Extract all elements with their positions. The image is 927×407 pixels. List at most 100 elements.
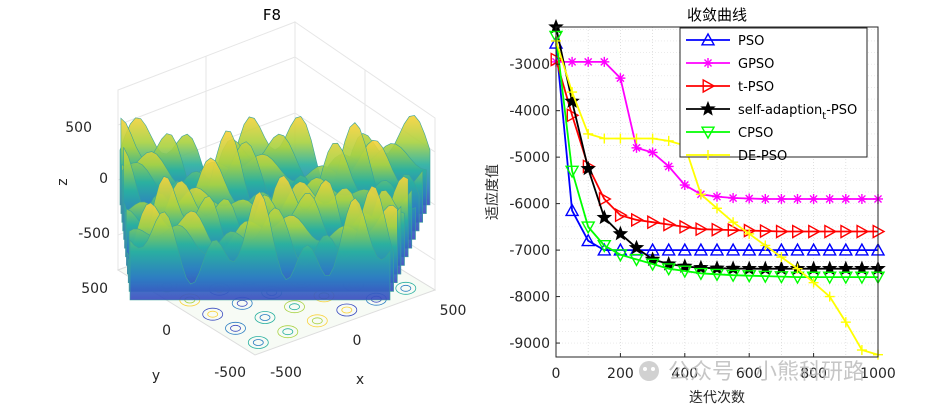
z-axis-label: z <box>55 178 71 185</box>
legend-item: CPSO <box>686 126 773 141</box>
data-point <box>567 87 578 98</box>
data-point <box>615 133 626 144</box>
data-point <box>711 222 725 237</box>
contour-ring <box>247 336 269 349</box>
data-point <box>647 133 658 144</box>
data-point <box>566 108 580 123</box>
data-point <box>612 225 629 241</box>
contour-ring <box>225 321 246 335</box>
y-axis-label: y <box>152 368 160 384</box>
data-point <box>645 258 660 272</box>
legend-label: PSO <box>738 34 764 49</box>
series-cpso <box>548 30 886 285</box>
y-tick-label: -3000 <box>509 57 550 73</box>
series-self-adaption-t-pso <box>548 18 886 276</box>
data-point <box>564 203 580 217</box>
watermark-text: 公众号 · 小熊科研路 <box>668 360 865 385</box>
data-point <box>629 253 644 267</box>
series-gpso <box>551 56 883 204</box>
data-point <box>581 233 596 247</box>
data-point <box>628 239 645 255</box>
y-tick-neg500: -500 <box>214 365 246 381</box>
y-tick-0: 0 <box>162 323 171 339</box>
data-point <box>758 270 773 284</box>
data-point <box>742 242 757 256</box>
x-tick-neg500: -500 <box>270 365 302 381</box>
data-point <box>840 193 851 204</box>
data-point <box>702 78 716 94</box>
data-point <box>700 100 716 116</box>
conv-y-axis-label: 适应度值 <box>484 164 501 220</box>
legend-item: GPSO <box>686 57 774 72</box>
x-tick-label: 800 <box>800 366 827 382</box>
z-tick-0: 0 <box>99 171 108 187</box>
conv-x-axis-label: 迭代次数 <box>689 390 745 406</box>
y-tick-label: -5000 <box>509 150 550 166</box>
data-point <box>647 147 658 158</box>
data-point <box>614 208 628 223</box>
data-point <box>695 189 706 200</box>
data-point <box>776 252 787 263</box>
data-point <box>677 265 692 279</box>
wechat-icon <box>639 361 659 381</box>
data-point <box>596 209 613 225</box>
contour-ring <box>277 325 299 339</box>
data-point <box>760 240 771 251</box>
contour-ring <box>400 284 412 292</box>
y-tick-500: 500 <box>81 281 108 297</box>
data-point <box>709 242 725 256</box>
data-point <box>792 224 805 239</box>
contour-ring <box>341 306 353 314</box>
legend-label: self-adaptiont-PSO <box>738 103 857 122</box>
data-point <box>695 221 709 237</box>
data-point <box>663 161 674 172</box>
data-point <box>838 242 853 256</box>
data-point <box>631 133 642 144</box>
data-point <box>792 193 803 204</box>
surface-title: F8 <box>263 6 281 24</box>
data-point <box>703 58 713 68</box>
axis-ticks: 0 200 400 600 800 1000 -3000 -4000 -5000 -6000 -70… <box>509 57 896 382</box>
data-point <box>824 224 838 239</box>
data-point <box>856 193 867 204</box>
x-tick-label: 0 <box>552 366 561 382</box>
contour-ring <box>202 307 224 321</box>
legend-item: t-PSO <box>686 78 774 95</box>
data-point <box>806 242 821 256</box>
x-tick-label: 600 <box>736 366 763 382</box>
data-point <box>725 242 741 256</box>
x-tick-500: 500 <box>440 303 467 319</box>
data-point <box>824 193 835 204</box>
data-point <box>693 259 709 275</box>
data-point <box>760 193 771 204</box>
data-point <box>822 271 837 285</box>
watermark: 公众号 · 小熊科研路 <box>639 360 865 385</box>
data-point <box>712 191 722 202</box>
data-point <box>840 317 851 328</box>
series-line <box>555 36 878 279</box>
series-line <box>555 43 878 252</box>
data-point <box>679 180 690 191</box>
legend-box <box>679 27 868 158</box>
data-point <box>598 191 612 207</box>
data-point <box>663 217 677 232</box>
data-point <box>661 242 676 256</box>
data-point <box>822 242 837 256</box>
data-point <box>663 135 674 146</box>
contour-ring <box>282 328 294 336</box>
data-point <box>581 221 596 235</box>
contour-ring <box>289 303 300 311</box>
data-point <box>615 73 626 84</box>
data-point <box>744 228 755 239</box>
data-point <box>728 217 739 228</box>
convergence-title: 收敛曲线 <box>687 6 747 24</box>
data-point <box>838 271 853 285</box>
data-point <box>854 242 870 256</box>
contour-ring <box>207 310 219 318</box>
data-point <box>703 150 713 160</box>
data-point <box>599 133 610 144</box>
data-point <box>776 193 787 204</box>
x-tick-0: 0 <box>353 333 362 349</box>
data-point <box>693 267 709 281</box>
data-point <box>700 126 716 140</box>
